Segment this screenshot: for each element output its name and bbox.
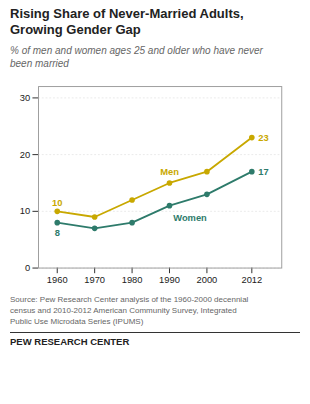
svg-text:17: 17 (258, 166, 268, 176)
svg-text:8: 8 (55, 227, 60, 237)
svg-text:Men: Men (160, 166, 179, 176)
svg-text:2000: 2000 (197, 275, 218, 285)
html-text:% of men and women ages 25 and: % of men and women ages 25 and older who… (10, 44, 263, 69)
html-text:Source: Pew Research Center an: Source: Pew Research Center analysis of … (10, 294, 249, 326)
svg-text:0: 0 (25, 263, 30, 273)
svg-text:23: 23 (258, 132, 268, 142)
html-text:Rising Share of Never-Married: Rising Share of Never-Married Adults, Gr… (10, 6, 244, 38)
html-text:PEW RESEARCH CENTER: PEW RESEARCH CENTER (10, 336, 130, 348)
svg-text:2012: 2012 (241, 275, 262, 285)
svg-text:20: 20 (20, 149, 30, 159)
svg-text:10: 10 (20, 206, 30, 216)
svg-text:1970: 1970 (84, 275, 105, 285)
svg-text:1990: 1990 (159, 275, 180, 285)
svg-text:1960: 1960 (47, 275, 68, 285)
svg-text:1980: 1980 (122, 275, 143, 285)
svg-text:10: 10 (52, 197, 62, 207)
svg-text:30: 30 (20, 92, 30, 102)
svg-text:Women: Women (173, 212, 207, 222)
